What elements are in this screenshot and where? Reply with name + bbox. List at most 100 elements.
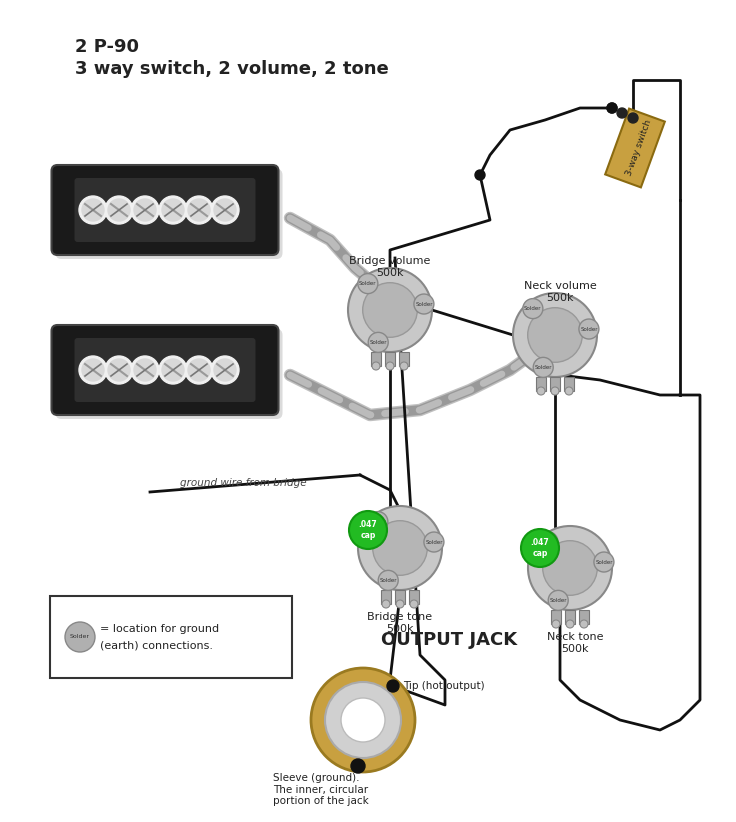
Circle shape [134,359,156,381]
Circle shape [214,359,236,381]
Circle shape [552,620,560,628]
Circle shape [214,199,236,221]
Circle shape [341,698,385,742]
Circle shape [566,620,574,628]
Circle shape [414,294,434,314]
Text: 3-way switch: 3-way switch [625,118,654,178]
FancyBboxPatch shape [74,178,255,242]
Circle shape [349,511,387,549]
Circle shape [424,532,444,552]
Text: Solder: Solder [359,281,377,286]
Circle shape [628,113,638,123]
Circle shape [542,541,598,595]
Circle shape [607,103,617,113]
FancyBboxPatch shape [55,169,283,259]
Bar [579,610,589,624]
Circle shape [131,356,159,384]
Bar [409,590,419,604]
Circle shape [159,196,187,224]
Bar [564,377,574,391]
Bar [371,352,381,366]
Circle shape [65,622,95,652]
Circle shape [475,170,485,180]
Circle shape [162,359,184,381]
Bar [536,377,546,391]
Text: ground wire from bridge: ground wire from bridge [180,478,307,488]
Circle shape [538,532,558,552]
Text: Solder: Solder [595,560,612,565]
FancyBboxPatch shape [55,329,283,419]
Circle shape [358,274,378,293]
Text: Bridge volume
500k: Bridge volume 500k [350,256,431,278]
Circle shape [400,362,408,370]
Bar [565,610,575,624]
Circle shape [387,680,399,692]
Bar [550,377,560,391]
Circle shape [108,359,130,381]
Circle shape [537,387,545,395]
Text: Solder: Solder [550,598,567,603]
Circle shape [363,283,417,337]
Circle shape [188,199,210,221]
Circle shape [368,332,388,353]
Bar [381,590,391,604]
Circle shape [521,529,559,567]
Text: .047
cap: .047 cap [358,520,378,540]
Circle shape [617,108,627,118]
Text: .047
cap: .047 cap [531,538,549,557]
Text: Solder: Solder [369,339,387,345]
Circle shape [325,682,401,758]
Circle shape [533,358,553,377]
Circle shape [565,387,573,395]
Circle shape [79,356,107,384]
Circle shape [82,199,104,221]
Circle shape [162,199,184,221]
Circle shape [188,359,210,381]
Circle shape [372,520,428,575]
Text: Sleeve (ground).
The inner, circular
portion of the jack: Sleeve (ground). The inner, circular por… [273,773,369,806]
Text: Solder: Solder [380,578,397,583]
Circle shape [551,387,559,395]
Polygon shape [605,109,665,187]
Text: Solder: Solder [425,539,442,544]
Circle shape [580,620,588,628]
Circle shape [108,199,130,221]
Circle shape [607,103,617,113]
Circle shape [528,307,582,363]
Text: Solder: Solder [415,302,433,307]
Text: Bridge tone
500k: Bridge tone 500k [367,612,433,634]
Bar [399,352,409,366]
Circle shape [79,196,107,224]
Circle shape [105,356,133,384]
Circle shape [513,293,597,377]
Circle shape [185,196,213,224]
Circle shape [378,570,398,590]
Circle shape [368,511,388,532]
Text: OUTPUT JACK: OUTPUT JACK [381,631,517,649]
Text: Neck volume
500k: Neck volume 500k [523,281,596,302]
Text: Tip (hot output): Tip (hot output) [403,681,484,691]
Circle shape [410,600,418,608]
Circle shape [386,362,394,370]
Text: 2 P-90: 2 P-90 [75,38,139,56]
Circle shape [348,268,432,352]
Text: Solder: Solder [580,326,598,331]
Circle shape [134,199,156,221]
Circle shape [105,196,133,224]
FancyBboxPatch shape [52,325,278,415]
Circle shape [351,759,365,773]
FancyBboxPatch shape [50,596,292,678]
Circle shape [548,590,568,611]
Circle shape [579,319,599,339]
Circle shape [159,356,187,384]
Text: 3 way switch, 2 volume, 2 tone: 3 way switch, 2 volume, 2 tone [75,60,389,78]
Circle shape [358,506,442,590]
Circle shape [131,196,159,224]
Text: Solder: Solder [524,306,542,311]
Circle shape [311,668,415,772]
FancyBboxPatch shape [74,338,255,402]
Bar [395,590,405,604]
Circle shape [528,526,612,610]
FancyBboxPatch shape [52,165,278,255]
Text: Solder: Solder [369,520,386,524]
